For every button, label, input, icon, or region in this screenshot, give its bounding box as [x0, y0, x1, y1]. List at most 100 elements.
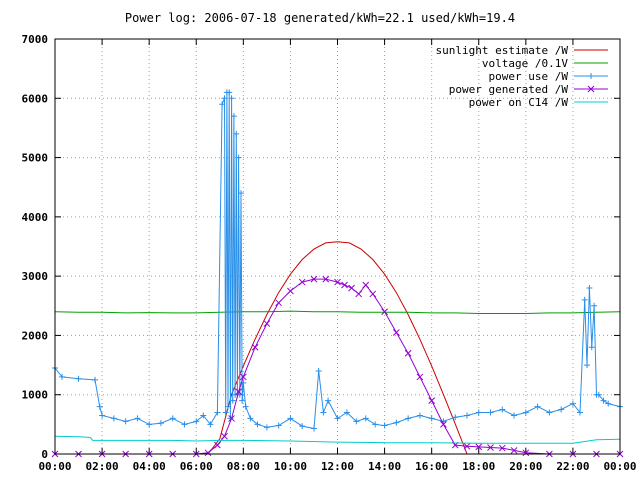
- data-point: [393, 329, 400, 336]
- data-point: [404, 349, 412, 357]
- data-point: [325, 397, 332, 404]
- legend-marker: [587, 85, 595, 93]
- data-point: [343, 409, 350, 416]
- data-point: [475, 409, 482, 416]
- data-point: [214, 409, 221, 416]
- data-point: [393, 419, 400, 426]
- data-point: [222, 409, 229, 416]
- x-tick-label: 22:00: [556, 460, 589, 473]
- y-axis-ticks: 0 1000 2000 3000 4000 5000 6000 7000: [22, 33, 620, 461]
- data-point: [353, 418, 360, 425]
- series-sunlight-estimate-w: [207, 241, 468, 455]
- data-point: [315, 368, 322, 374]
- data-point: [239, 373, 247, 381]
- data-point: [310, 425, 317, 432]
- data-point: [169, 415, 176, 422]
- data-point: [181, 421, 188, 428]
- data-point: [122, 418, 129, 425]
- data-point: [134, 415, 141, 422]
- y-tick-label: 7000: [22, 33, 49, 46]
- data-point: [221, 432, 228, 440]
- data-point: [605, 400, 612, 407]
- data-point: [440, 421, 447, 428]
- data-point: [299, 423, 306, 430]
- y-tick-label: 0: [41, 448, 48, 461]
- data-point: [322, 275, 330, 283]
- series-line: [54, 435, 621, 444]
- data-point: [320, 409, 327, 416]
- data-point: [416, 373, 424, 381]
- data-point: [263, 424, 270, 431]
- y-tick-label: 3000: [22, 270, 49, 283]
- data-point: [242, 403, 249, 410]
- series-voltage-0-1v: [54, 310, 621, 314]
- data-point: [498, 444, 506, 452]
- data-point: [452, 414, 459, 421]
- x-tick-label: 00:00: [38, 460, 71, 473]
- y-tick-label: 4000: [22, 211, 49, 224]
- data-point: [558, 406, 565, 413]
- data-point: [487, 444, 494, 451]
- data-point: [362, 281, 370, 289]
- data-point: [428, 397, 436, 404]
- data-point: [235, 154, 242, 161]
- data-point: [369, 290, 377, 298]
- data-point: [348, 284, 355, 292]
- data-point: [251, 343, 259, 351]
- data-point: [381, 308, 388, 316]
- x-tick-label: 16:00: [415, 460, 448, 473]
- data-point: [499, 406, 506, 413]
- data-point: [204, 449, 212, 457]
- data-point: [546, 409, 553, 416]
- series-power-on-c14-w: [54, 435, 621, 444]
- data-point: [275, 422, 282, 429]
- y-tick-label: 5000: [22, 152, 49, 165]
- x-tick-label: 06:00: [180, 460, 213, 473]
- x-tick-label: 12:00: [321, 460, 354, 473]
- data-point: [405, 415, 412, 422]
- data-point: [239, 397, 246, 404]
- data-point: [263, 320, 271, 327]
- x-axis-ticks: 00:00 02:00 04:00 06:00 08:00 10:00 12:00 14:00…: [38, 39, 637, 473]
- data-point: [207, 421, 214, 428]
- data-point: [355, 290, 363, 298]
- data-point: [59, 373, 66, 380]
- data-point: [576, 409, 583, 416]
- data-point: [463, 412, 470, 419]
- data-point: [298, 278, 306, 286]
- data-point: [511, 412, 518, 419]
- legend-label: voltage /0.1V: [482, 57, 568, 70]
- data-point: [233, 130, 240, 137]
- data-point: [110, 415, 117, 422]
- data-point: [214, 441, 221, 449]
- series-line: [207, 241, 468, 455]
- data-point: [569, 400, 576, 407]
- y-tick-label: 1000: [22, 389, 49, 402]
- data-point: [230, 113, 237, 120]
- data-point: [287, 415, 294, 422]
- data-point: [341, 281, 348, 289]
- data-point: [221, 95, 228, 102]
- data-point: [229, 397, 236, 404]
- data-point: [157, 420, 164, 427]
- data-point: [372, 421, 379, 428]
- data-point: [586, 285, 593, 291]
- data-point: [584, 362, 591, 369]
- data-point: [247, 415, 254, 422]
- data-point: [254, 421, 261, 428]
- y-tick-label: 6000: [22, 92, 49, 105]
- data-point: [463, 442, 471, 450]
- data-point: [581, 296, 588, 303]
- data-point: [381, 422, 388, 429]
- data-point: [200, 412, 207, 419]
- data-point: [75, 375, 82, 382]
- data-point: [595, 391, 602, 398]
- x-tick-label: 14:00: [368, 460, 401, 473]
- data-point: [146, 421, 153, 428]
- x-tick-label: 18:00: [462, 460, 495, 473]
- x-tick-label: 02:00: [86, 460, 119, 473]
- x-tick-label: 08:00: [227, 460, 260, 473]
- data-point: [92, 376, 99, 383]
- data-point: [193, 418, 200, 425]
